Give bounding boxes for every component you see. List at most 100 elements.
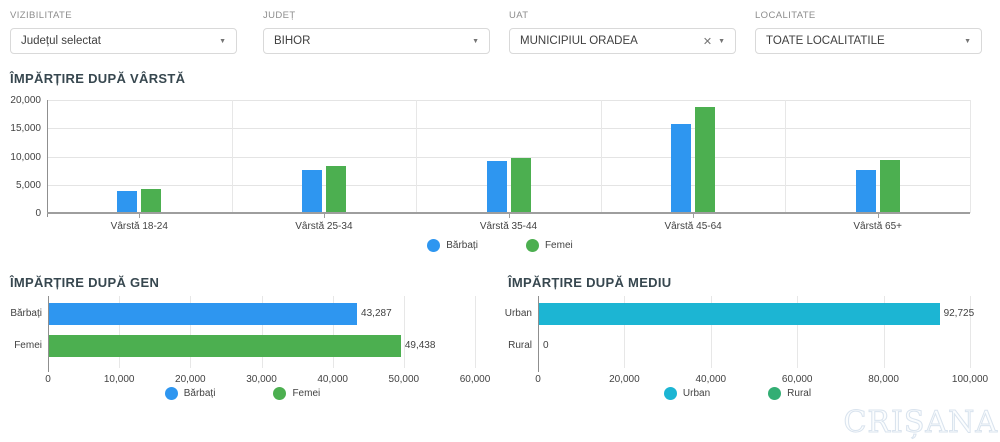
legend-dot-icon	[273, 387, 287, 400]
gridline	[261, 296, 263, 368]
legend-item-rural[interactable]: Rural	[768, 387, 811, 400]
bar-femei	[695, 107, 716, 212]
category-label: Vârstă 25-34	[295, 221, 353, 232]
x-tick-label: 80,000	[868, 374, 899, 385]
vizibilitate-select[interactable]: Județul selectat ▼	[10, 28, 237, 54]
y-axis	[47, 100, 48, 217]
gridline	[600, 100, 602, 213]
legend-label: Bărbați	[183, 388, 216, 399]
age-chart-title: ÎMPĂRȚIRE DUPĂ VÂRSTĂ	[10, 71, 186, 86]
gridline	[624, 296, 626, 368]
x-tick-label: 60,000	[459, 374, 491, 385]
category-label: Rural	[508, 340, 532, 351]
bar-femei	[879, 160, 900, 212]
legend-label: Femei	[544, 240, 573, 251]
bar-bărbați	[117, 191, 138, 212]
bar-value: 0	[543, 340, 549, 351]
y-tick-label: 10,000	[10, 151, 41, 163]
x-tick-label: 20,000	[609, 374, 640, 385]
category-label: Urban	[504, 308, 532, 319]
legend-item-femei[interactable]: Femei	[525, 239, 573, 252]
bar-femei	[325, 166, 346, 212]
legend-dot-icon	[164, 387, 178, 400]
y-tick-label: 0	[35, 208, 41, 219]
gridline	[403, 296, 405, 368]
mediu-chart-title: ÎMPĂRȚIRE DUPĂ MEDIU	[508, 275, 672, 290]
bar-value: 49,438	[404, 340, 436, 351]
gridline	[970, 296, 971, 368]
gridline	[119, 296, 121, 368]
x-axis	[47, 212, 970, 214]
gridline	[416, 100, 418, 213]
gridline	[231, 100, 233, 213]
category-tick	[139, 214, 141, 218]
gridline	[785, 100, 787, 213]
gridline	[710, 296, 712, 368]
category-label: Vârstă 65+	[853, 221, 903, 232]
chevron-down-icon[interactable]: ▼	[472, 37, 479, 45]
y-tick-label: 5,000	[15, 179, 41, 191]
x-tick-label: 10,000	[103, 374, 135, 385]
x-tick-label: 50,000	[388, 374, 420, 385]
x-tick-label: 60,000	[781, 374, 813, 385]
x-tick-label: 0	[535, 374, 541, 385]
chevron-down-icon[interactable]: ▼	[718, 37, 725, 45]
gridline	[883, 296, 885, 368]
legend-label: Femei	[292, 388, 321, 399]
clear-icon[interactable]: ✕	[702, 35, 713, 48]
bar-urban	[539, 303, 940, 325]
x-tick-label: 100,000	[951, 374, 989, 385]
legend-label: Urban	[682, 388, 711, 399]
gridline	[190, 296, 192, 368]
filter-vizibilitate-label: VIZIBILITATE	[10, 10, 72, 21]
gridline	[797, 296, 799, 368]
x-tick-label: 30,000	[246, 374, 277, 385]
filter-uat: UAT MUNICIPIUL ORADEA ✕ ▼	[509, 10, 736, 54]
localitate-select[interactable]: TOATE LOCALITATILE ▼	[755, 28, 982, 54]
legend-label: Bărbați	[446, 240, 478, 251]
gender-chart-legend: Bărbați Femei	[0, 387, 485, 400]
chevron-down-icon[interactable]: ▼	[964, 37, 971, 45]
legend-item-bărbați[interactable]: Bărbați	[164, 387, 216, 400]
gridline	[970, 100, 971, 213]
filter-judet-label: JUDEȚ	[263, 10, 296, 21]
legend-item-bărbați[interactable]: Bărbați	[427, 239, 478, 252]
category-label: Bărbați	[10, 308, 42, 319]
legend-dot-icon	[768, 387, 782, 400]
legend-item-femei[interactable]: Femei	[273, 387, 320, 400]
uat-select[interactable]: MUNICIPIUL ORADEA ✕ ▼	[509, 28, 736, 54]
uat-select-value: MUNICIPIUL ORADEA	[520, 35, 638, 47]
bar-bărbați	[49, 303, 358, 325]
y-axis	[538, 296, 539, 372]
gridline	[47, 184, 970, 186]
legend-label: Rural	[787, 388, 812, 399]
legend-item-urban[interactable]: Urban	[663, 387, 711, 400]
mediu-chart-legend: Urban Rural	[505, 387, 970, 400]
bar-femei	[49, 335, 401, 357]
x-tick-label: 0	[45, 374, 51, 385]
category-label: Vârstă 45-64	[664, 221, 722, 232]
judet-select[interactable]: BIHOR ▼	[263, 28, 490, 54]
filter-localitate-label: LOCALITATE	[755, 10, 816, 21]
legend-dot-icon	[427, 239, 441, 252]
category-tick	[323, 214, 325, 218]
bar-value: 92,725	[943, 308, 975, 319]
bar-femei	[510, 158, 531, 212]
chevron-down-icon[interactable]: ▼	[219, 37, 226, 45]
category-tick	[508, 214, 510, 218]
gender-chart-title: ÎMPĂRȚIRE DUPĂ GEN	[10, 275, 160, 290]
y-tick-label: 20,000	[10, 95, 41, 106]
x-tick-label: 20,000	[175, 374, 206, 385]
judet-select-value: BIHOR	[274, 35, 311, 47]
legend-dot-icon	[663, 387, 677, 400]
filter-uat-label: UAT	[509, 10, 529, 21]
x-tick-label: 40,000	[317, 374, 348, 385]
gridline	[47, 156, 970, 158]
category-tick	[693, 214, 695, 218]
gridline	[47, 128, 970, 130]
bar-femei	[141, 188, 162, 212]
gridline	[475, 296, 476, 368]
y-axis	[48, 296, 49, 372]
